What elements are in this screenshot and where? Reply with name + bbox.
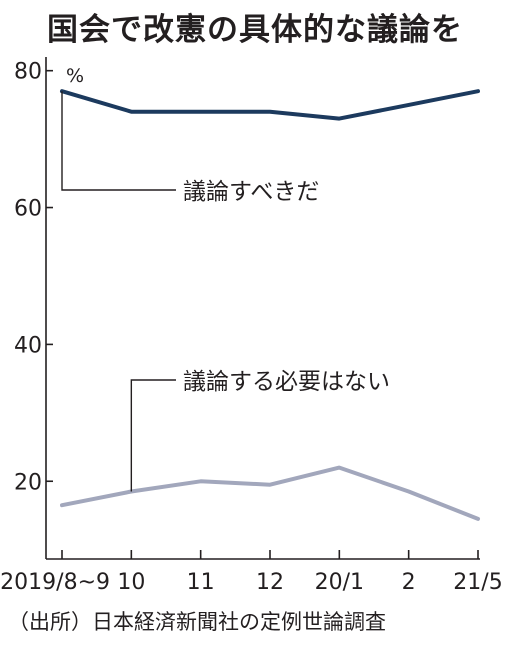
- x-tick-label: 10: [117, 570, 145, 595]
- x-tick-label: 20/1: [315, 570, 364, 595]
- y-tick-label: 40: [14, 333, 42, 358]
- series-1-leader-line: [61, 91, 176, 191]
- source-note: （出所）日本経済新聞社の定例世論調査: [8, 610, 386, 634]
- x-tick-label: 2: [402, 570, 416, 595]
- x-tick-label: 21/5: [453, 570, 502, 595]
- chart-title: 国会で改憲の具体的な議論を: [47, 12, 463, 48]
- series-2-label: 議論する必要はない: [183, 369, 390, 395]
- y-tick-label: 60: [14, 197, 42, 222]
- series-line-2: [60, 465, 480, 521]
- y-unit-label: %: [66, 65, 84, 87]
- series-line-1: [60, 89, 480, 121]
- x-tick-label: 11: [187, 570, 215, 595]
- y-tick-label: 20: [14, 470, 42, 495]
- series-1-label: 議論すべきだ: [183, 179, 319, 205]
- x-tick-label: 12: [256, 570, 284, 595]
- series-2-leader-line: [130, 379, 176, 492]
- x-tick-label: 2019/8~9: [0, 570, 110, 595]
- y-tick-label: 80: [14, 60, 42, 85]
